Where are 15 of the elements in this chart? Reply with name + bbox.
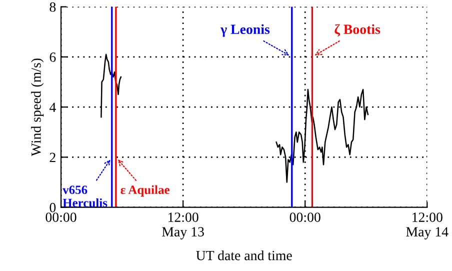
y-tick-label: 6 xyxy=(50,52,56,62)
annotation: ζ Bootis xyxy=(334,24,380,37)
annotation: v656 Herculis xyxy=(62,186,108,208)
x-tick-label: 12:00 May 14 xyxy=(406,212,448,240)
annotation: ε Aquilae xyxy=(120,185,170,197)
x-tick-label: 00:00 xyxy=(290,212,320,222)
annotation: γ Leonis xyxy=(220,24,270,37)
x-tick-label: 12:00 May 13 xyxy=(162,212,204,240)
y-axis-title: Wind speed (m/s) xyxy=(31,58,44,156)
x-axis-title: UT date and time xyxy=(196,250,292,260)
x-tick-label: 00:00 xyxy=(46,212,76,222)
y-tick-label: 2 xyxy=(50,152,56,162)
y-tick-label: 8 xyxy=(50,2,56,12)
y-tick-label: 0 xyxy=(50,202,56,212)
y-tick-label: 4 xyxy=(49,102,56,112)
